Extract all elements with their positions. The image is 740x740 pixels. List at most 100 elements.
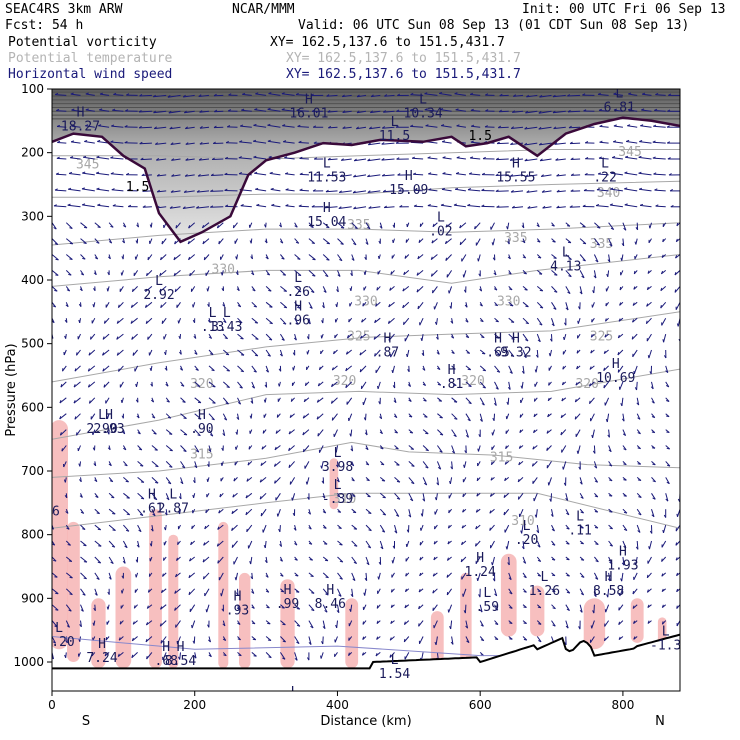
theta-label: 320 [461, 374, 484, 389]
wind-vector-head [407, 384, 411, 387]
wind-vector-head [619, 302, 622, 306]
wind-vector [177, 636, 181, 645]
wind-vector [377, 381, 381, 390]
extremum-marker: H [198, 408, 206, 423]
wind-vector [165, 461, 173, 468]
wind-vector [628, 109, 638, 112]
wind-vector [76, 429, 81, 436]
wind-vector [161, 588, 167, 594]
wind-vector-head [442, 140, 446, 143]
wind-vector-head [252, 289, 256, 292]
wind-vector-head [65, 511, 69, 514]
wind-vector-head [239, 140, 243, 143]
wind-vector [526, 94, 538, 98]
wind-vector [551, 620, 556, 627]
wind-vector-head [413, 204, 418, 207]
wind-vector [337, 270, 341, 277]
wind-vector [551, 286, 558, 293]
wind-vector-head [183, 417, 187, 419]
wind-vector-head [420, 513, 423, 517]
wind-vector-head [254, 354, 258, 357]
wind-vector-head [525, 305, 529, 308]
wind-vector-head [125, 172, 130, 176]
wind-vector-head [466, 352, 470, 354]
x-tick-label: 400 [326, 698, 349, 712]
wind-vector [99, 109, 110, 112]
wind-vector-head [542, 205, 546, 209]
wind-vector [612, 157, 623, 160]
wind-vector [512, 206, 524, 209]
wind-vector [625, 156, 638, 160]
wind-vector [622, 540, 627, 549]
wind-vector-head [603, 385, 605, 389]
wind-vector-head [462, 509, 465, 513]
wind-vector-head [525, 110, 529, 114]
wind-vector [506, 540, 510, 550]
wind-vector-head [450, 320, 454, 324]
wind-vector [94, 572, 100, 580]
wind-vector-head [263, 545, 266, 549]
wind-vector-head [551, 558, 556, 561]
wind-vector [607, 270, 610, 277]
extremum-marker: H [305, 93, 313, 108]
wind-vector-head [359, 368, 362, 373]
wind-vector-head [551, 224, 555, 227]
wind-vector-head [578, 306, 581, 310]
wind-vector-head [265, 590, 270, 593]
wind-vector-head [145, 288, 148, 292]
wind-vector-head [410, 498, 414, 502]
wind-vector-head [79, 624, 82, 628]
wind-vector-head [579, 291, 583, 295]
extremum-marker: H [77, 105, 85, 120]
wind-vector-head [162, 573, 164, 577]
wind-vector-head [70, 156, 74, 159]
wind-vector [210, 206, 224, 208]
wind-vector-head [565, 497, 569, 501]
model-title: SEAC4RS 3km ARW [5, 2, 123, 17]
wind-vector [342, 110, 352, 113]
wind-vector-head [634, 562, 637, 566]
wind-vector [561, 445, 567, 453]
wind-vector-head [110, 561, 114, 565]
wind-vector-head [188, 256, 191, 260]
wind-vector-head [225, 353, 230, 356]
wind-vector-head [180, 481, 184, 485]
wind-vector-head [185, 142, 189, 145]
wind-vector [593, 270, 597, 279]
wind-vector [519, 508, 524, 518]
wind-vector [321, 461, 324, 469]
wind-vector-head [112, 108, 116, 111]
wind-vector-head [674, 289, 677, 293]
wind-vector-head [560, 431, 563, 436]
wind-vector-head [221, 608, 224, 612]
wind-vector [322, 604, 328, 613]
wind-vector-head [606, 273, 609, 277]
wind-vector-head [481, 403, 485, 406]
theta-label: 330 [212, 263, 235, 278]
wind-vector [52, 413, 53, 415]
wind-vector-head [104, 653, 107, 657]
wind-vector-head [380, 447, 384, 450]
wind-vector-head [235, 272, 239, 276]
wind-vector-head [521, 225, 525, 229]
wind-vector [110, 141, 124, 144]
wind-vector-head [337, 495, 341, 498]
wind-vector-head [120, 399, 123, 404]
wind-vector [621, 397, 624, 407]
wind-vector-head [461, 541, 464, 545]
wind-vector-head [589, 366, 592, 370]
wind-vector-head [638, 187, 643, 190]
wind-vector-head [395, 141, 399, 144]
wind-vector-head [198, 157, 202, 161]
wind-vector-head [96, 171, 100, 174]
wind-vector [521, 525, 524, 534]
wind-vector-head [312, 274, 316, 277]
wind-vector-head [139, 93, 143, 97]
wind-vector [475, 540, 481, 547]
wind-vector-head [240, 124, 244, 127]
wind-vector [260, 461, 267, 466]
wind-vector-head [68, 560, 72, 562]
wind-vector-head [130, 304, 133, 308]
wind-vector-head [352, 495, 356, 497]
wind-vector-head [381, 480, 385, 482]
